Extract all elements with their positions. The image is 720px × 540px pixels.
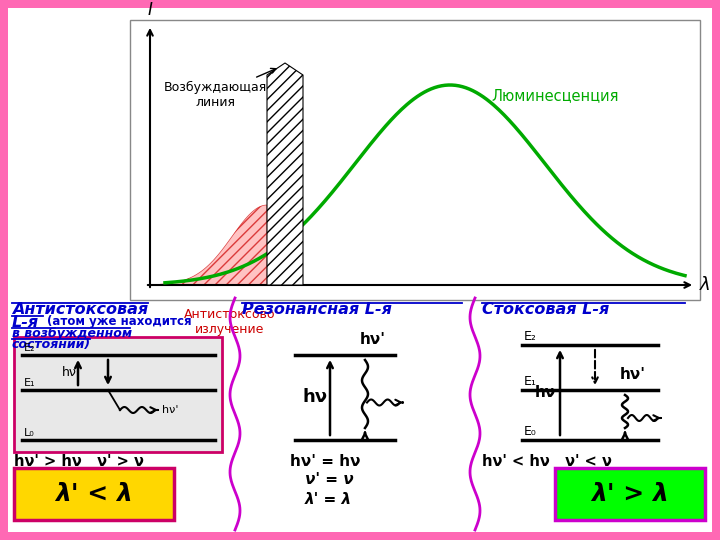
Text: Антистоксово
излучение: Антистоксово излучение [184, 308, 276, 336]
Text: Возбуждающая
линия: Возбуждающая линия [163, 69, 276, 109]
Text: ν' = ν: ν' = ν [305, 472, 354, 487]
Text: λ' < λ: λ' < λ [55, 482, 133, 506]
Text: в возбужденном: в возбужденном [12, 327, 132, 340]
Text: hν': hν' [360, 332, 386, 347]
Text: λ' = λ: λ' = λ [305, 492, 352, 507]
Text: hν': hν' [620, 367, 646, 382]
Text: hν' > hν   ν' > ν: hν' > hν ν' > ν [14, 454, 144, 469]
Text: (атом уже находится: (атом уже находится [47, 315, 192, 328]
Text: Стоксовая L-я: Стоксовая L-я [482, 302, 609, 317]
Text: E₁: E₁ [524, 375, 537, 388]
Text: hν' = hν: hν' = hν [290, 454, 361, 469]
Bar [555, 468, 705, 520]
Text: hν': hν' [162, 405, 179, 415]
Text: L-я: L-я [12, 315, 39, 330]
Text: состоянии): состоянии) [12, 338, 91, 351]
Text: λ' > λ: λ' > λ [591, 482, 669, 506]
Text: hν' < hν   ν' < ν: hν' < hν ν' < ν [482, 454, 612, 469]
Text: Люминесценция: Люминесценция [491, 88, 618, 103]
Bar [14, 468, 174, 520]
Bar [14, 337, 222, 452]
Text: L₀: L₀ [24, 428, 35, 438]
Text: I: I [148, 1, 153, 19]
Text: hν: hν [62, 366, 77, 379]
Polygon shape [267, 63, 303, 285]
Text: hν: hν [303, 388, 328, 407]
Polygon shape [160, 205, 267, 285]
Text: E₂: E₂ [524, 330, 537, 343]
Text: Антистоксовая: Антистоксовая [12, 302, 148, 317]
Bar [130, 20, 700, 300]
Text: Резонансная L-я: Резонансная L-я [242, 302, 392, 317]
Text: E₀: E₀ [524, 425, 536, 438]
Text: hν: hν [535, 385, 557, 400]
Text: λ: λ [700, 276, 711, 294]
Text: E₂: E₂ [24, 343, 35, 353]
Text: E₁: E₁ [24, 378, 35, 388]
